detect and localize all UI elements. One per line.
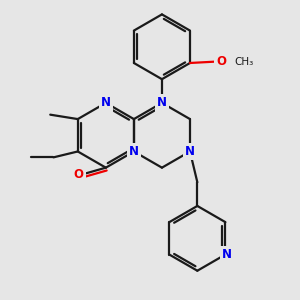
Text: N: N	[222, 248, 232, 261]
Text: O: O	[216, 55, 226, 68]
Text: O: O	[74, 168, 84, 181]
Text: N: N	[129, 145, 139, 158]
Text: CH₃: CH₃	[235, 56, 254, 67]
Text: N: N	[185, 145, 195, 158]
Text: N: N	[101, 96, 111, 110]
Text: N: N	[157, 96, 167, 110]
